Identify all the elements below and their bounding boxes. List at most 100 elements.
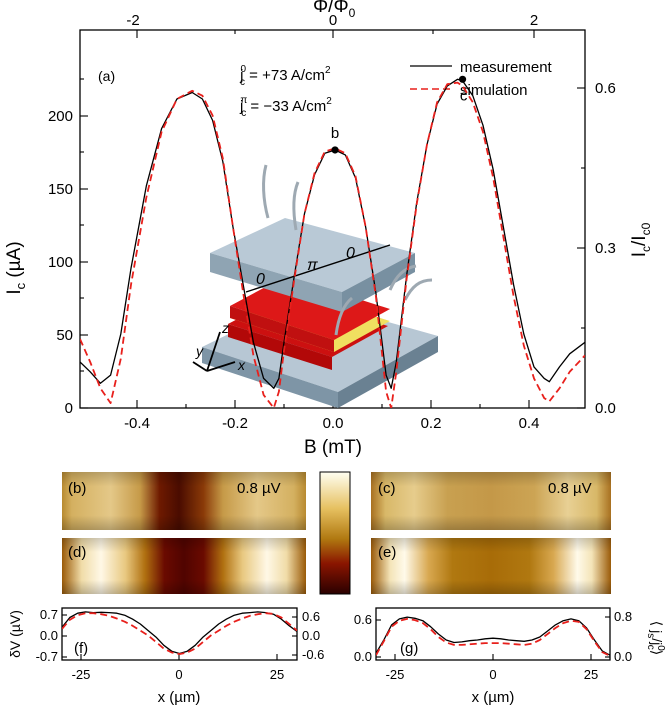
image-panel-b: (b) 0.8 µV	[62, 472, 306, 530]
axis-label-x: x	[237, 357, 246, 373]
junction-layer-top	[230, 276, 390, 340]
marker-point-b	[331, 146, 339, 154]
f-ylabel: δV (µV)	[7, 610, 23, 658]
wire	[292, 181, 300, 231]
marker-label-c: c	[460, 87, 468, 104]
wire	[403, 278, 433, 301]
annotation-j0: j0 c = +73 A/cm2	[239, 64, 331, 88]
legend-simulation-label: simulation	[460, 82, 528, 99]
g-ytick: 0.0	[354, 649, 372, 664]
x-tick-label: -0.2	[222, 415, 248, 432]
panel-g: 0.6 0.0 0.8 0.0 -25 0 25 x (µm) ⟨ js/j0c…	[354, 607, 666, 706]
top-tick-label: 2	[530, 12, 538, 29]
g-xtick: -25	[386, 667, 405, 682]
x-tick-label: 0.2	[421, 415, 442, 432]
panel-f-frame	[61, 607, 298, 661]
f-xtick: -25	[72, 667, 91, 682]
panel-a-points: bc	[331, 75, 468, 154]
panel-a: -0.4 -0.2 0.0 0.2 0.4 B (mT) -2 0 2 Φ/Φ0	[4, 0, 653, 458]
f-ytick: 0.7	[40, 607, 58, 622]
panel-label-g: (g)	[400, 640, 418, 657]
panel-label-a: (a)	[98, 68, 115, 84]
wire	[388, 264, 417, 291]
top-electrode-side	[342, 253, 415, 312]
y-tick-label: 100	[48, 254, 73, 271]
y2-tick-label: 0.6	[595, 80, 616, 97]
f-y2tick: 0.0	[302, 628, 320, 643]
panel-label-f: (f)	[74, 640, 88, 657]
legend-measurement-label: measurement	[460, 59, 553, 76]
panel-label-c: (c)	[378, 480, 396, 497]
y-axis-label-right: Ic/Ic0	[629, 222, 653, 257]
f-xlabel: x (µm)	[158, 689, 201, 706]
y-tick-label: 50	[56, 327, 73, 344]
panel-f-curves	[62, 611, 297, 655]
g-xtick: 25	[584, 667, 598, 682]
y2-tick-label: 0.0	[595, 400, 616, 417]
series-line-simulation	[376, 618, 610, 657]
coordinate-axes: z y x	[192, 320, 246, 373]
substrate-side	[338, 336, 438, 408]
image-panel-c: (c) 0.8 µV	[371, 472, 611, 530]
legend: measurement simulation	[410, 59, 553, 99]
g-ytick: 0.6	[354, 612, 372, 627]
panel-label-e: (e)	[378, 544, 396, 561]
x-tick-label: 0.4	[519, 415, 540, 432]
wire	[334, 296, 353, 336]
marker-point-c	[458, 75, 467, 83]
series-line-measurement	[62, 611, 297, 655]
panel-a-left-ticks	[80, 78, 88, 409]
g-y2label: ⟨ js/j0c⟩	[645, 621, 666, 656]
axis-label-z: z	[221, 320, 229, 336]
f-y2tick: -0.6	[302, 647, 324, 662]
series-line-simulation	[62, 612, 297, 655]
junction-layer-red-front	[228, 324, 332, 370]
inset-junction-sketch: 0 π 0 z y x	[192, 164, 438, 408]
y-tick-label: 150	[48, 181, 73, 198]
axis-label-y: y	[195, 343, 204, 359]
series-line-simulation	[80, 81, 585, 408]
top-electrode-top	[210, 218, 415, 292]
x-tick-label: 0.0	[323, 415, 344, 432]
panel-label-d: (d)	[68, 544, 86, 561]
g-y2tick: 0.0	[614, 649, 632, 664]
segment-arrow	[245, 244, 391, 293]
f-y2tick: 0.6	[302, 609, 320, 624]
panel-label-b: (b)	[68, 480, 86, 497]
panel-b-value: 0.8 µV	[237, 480, 281, 497]
junction-layer-top-front	[230, 306, 334, 352]
top-tick-label: 0	[329, 12, 337, 29]
image-panel-d: (d)	[62, 538, 306, 594]
segment-label-0-left: 0	[256, 271, 265, 288]
top-axis-label: Φ/Φ0	[313, 0, 356, 20]
x-tick-label: -0.4	[124, 415, 150, 432]
segment-label-0-right: 0	[346, 245, 355, 262]
g-y2tick: 0.8	[614, 609, 632, 624]
panel-a-top-ticks	[136, 30, 535, 38]
top-tick-label: -2	[126, 12, 139, 29]
marker-label-b: b	[331, 125, 339, 142]
segment-label-pi: π	[307, 257, 318, 274]
g-xtick: 0	[489, 667, 496, 682]
y2-tick-label: 0.3	[595, 240, 616, 257]
annotation-jpi: jπ c = −33 A/cm2	[239, 95, 332, 119]
wire	[262, 164, 270, 219]
panel-a-right-ticks	[577, 87, 585, 409]
x-axis-label: B (mT)	[304, 437, 362, 458]
f-ytick: -0.7	[36, 649, 58, 664]
y-tick-label: 0	[65, 400, 73, 417]
y-tick-label: 200	[48, 108, 73, 125]
panel-f: 0.7 0.0 -0.7 0.6 0.0 -0.6 -25 0 25 x (µm…	[7, 607, 324, 706]
f-ytick: 0.0	[40, 628, 58, 643]
series-line-measurement	[376, 616, 610, 656]
panel-a-curves	[80, 78, 585, 408]
f-xtick: 0	[175, 667, 182, 682]
panel-c-value: 0.8 µV	[548, 480, 592, 497]
y-axis-label-left: Ic (µA)	[4, 241, 28, 294]
substrate-front	[202, 347, 338, 408]
colorbar	[319, 471, 351, 595]
f-xtick: 25	[270, 667, 284, 682]
g-xlabel: x (µm)	[472, 689, 515, 706]
image-panel-e: (e)	[371, 538, 611, 594]
